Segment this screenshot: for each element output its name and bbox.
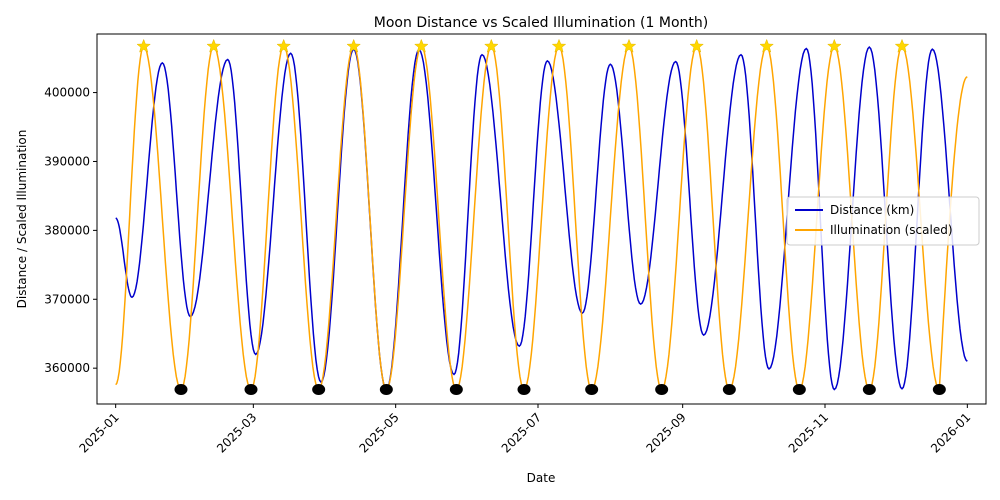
y-tick-label-0: 360000: [44, 361, 90, 375]
new-moon-marker-2: [312, 384, 326, 396]
new-moon-marker-11: [932, 384, 946, 396]
moon-phase-markers: [136, 38, 946, 396]
full-moon-marker-3: [346, 38, 361, 53]
full-moon-marker-1: [206, 38, 221, 53]
new-moon-marker-3: [379, 384, 393, 396]
x-tick-label-4: 2025-09: [643, 410, 688, 455]
y-tick-label-4: 400000: [44, 86, 90, 100]
full-moon-marker-9: [759, 38, 774, 53]
legend-box: [786, 196, 980, 246]
x-axis-label: Date: [527, 471, 556, 485]
new-moon-marker-6: [585, 384, 599, 396]
y-axis-label: Distance / Scaled Illumination: [15, 130, 29, 309]
x-tick-label-0: 2025-01: [76, 410, 121, 455]
legend-label-illumination: Illumination (scaled): [830, 223, 953, 237]
chart-title: Moon Distance vs Scaled Illumination (1 …: [374, 15, 708, 31]
legend: Distance (km) Illumination (scaled): [786, 196, 980, 246]
series-line-illumination: [115, 45, 968, 392]
y-tick-label-1: 370000: [44, 292, 90, 306]
x-tick-label-2: 2025-05: [356, 410, 401, 455]
full-moon-marker-11: [894, 38, 910, 53]
new-moon-marker-10: [862, 384, 876, 396]
new-moon-marker-4: [449, 384, 463, 396]
new-moon-marker-9: [792, 384, 806, 396]
new-moon-marker-7: [655, 384, 669, 396]
x-tick-label-5: 2025-11: [786, 410, 831, 455]
full-moon-marker-6: [551, 38, 567, 53]
full-moon-marker-0: [136, 38, 151, 53]
full-moon-marker-8: [689, 38, 704, 53]
x-tick-label-6: 2026-01: [928, 410, 973, 455]
new-moon-marker-0: [174, 384, 188, 396]
new-moon-marker-5: [517, 384, 531, 396]
full-moon-marker-4: [414, 38, 429, 53]
plot-frame: [96, 33, 987, 405]
y-tick-label-3: 390000: [44, 154, 90, 168]
full-moon-marker-2: [276, 38, 291, 53]
full-moon-marker-7: [621, 38, 637, 53]
new-moon-marker-1: [244, 384, 258, 396]
full-moon-marker-10: [827, 38, 842, 53]
full-moon-marker-5: [484, 38, 499, 53]
x-tick-label-1: 2025-03: [214, 410, 259, 455]
x-tick-label-3: 2025-07: [499, 410, 544, 455]
x-axis: 2025-01 2025-03 2025-05 2025-07 2025-09 2025-…: [76, 404, 973, 456]
legend-label-distance: Distance (km): [830, 203, 914, 217]
y-axis: 360000 370000 380000 390000 400000: [44, 86, 97, 375]
y-tick-label-2: 380000: [44, 223, 90, 237]
new-moon-marker-8: [722, 384, 736, 396]
